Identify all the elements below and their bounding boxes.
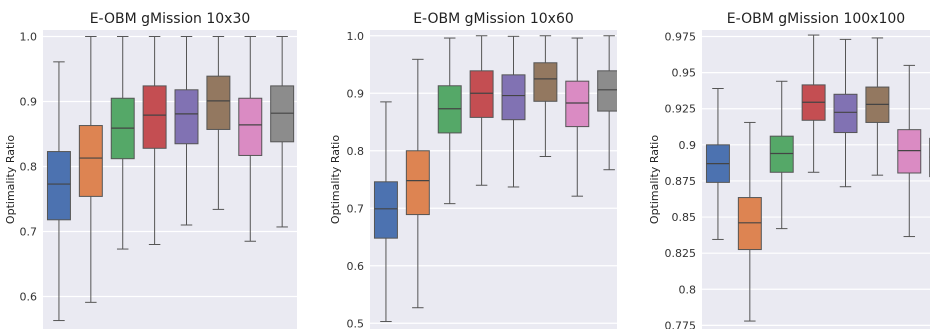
box-iqr <box>406 151 429 215</box>
y-tick-label: 0.6 <box>20 291 38 304</box>
y-tick-label: 0.8 <box>20 161 38 174</box>
box-iqr <box>834 94 857 132</box>
y-tick-label: 1.0 <box>347 30 365 43</box>
chart-panel-3: 0.775 0.8 0.825 0.85 0.875 0.9 0.925 0.95 0.975 E… <box>648 11 930 329</box>
box-iqr <box>143 86 166 148</box>
chart-panel-1: 0.6 0.7 0.8 0.9 1.0 E-OBM gMission 10x30 Optim… <box>4 11 326 329</box>
box-iqr <box>598 71 621 111</box>
box-iqr <box>47 152 70 220</box>
y-tick-label: 0.85 <box>672 211 697 224</box>
y-tick-label: 0.8 <box>347 145 365 158</box>
y-tick-label: 0.975 <box>665 31 697 44</box>
box-iqr <box>239 98 262 155</box>
chart-title: E-OBM gMission 10x60 <box>413 11 574 27</box>
y-tick-label: 0.775 <box>665 319 697 329</box>
y-tick-label: 0.9 <box>679 139 697 152</box>
y-axis-label: Optimality Ratio <box>648 135 661 224</box>
y-tick-label: 0.9 <box>20 96 38 109</box>
chart-panel-2: 0.5 0.6 0.7 0.8 0.9 1.0 E-OBM gMission 10x60 Op… <box>329 11 653 329</box>
y-tick-label: 0.5 <box>347 317 365 329</box>
y-tick-label: 0.7 <box>20 226 38 239</box>
y-tick-label: 0.8 <box>679 283 697 296</box>
plot-area <box>702 30 930 329</box>
box-iqr <box>770 136 793 172</box>
box-iqr <box>566 81 589 126</box>
box-iqr <box>470 71 493 118</box>
box-iqr <box>502 75 525 120</box>
chart-title: E-OBM gMission 10x30 <box>90 11 251 27</box>
box-iqr <box>374 182 397 238</box>
y-tick-label: 0.7 <box>347 202 365 215</box>
y-tick-label: 0.6 <box>347 260 365 273</box>
y-tick-label: 0.9 <box>347 87 365 100</box>
y-tick-label: 0.825 <box>665 247 697 260</box>
y-tick-label: 0.875 <box>665 175 697 188</box>
box-iqr <box>738 198 761 250</box>
box-iqr <box>79 126 102 197</box>
y-axis-label: Optimality Ratio <box>329 135 342 224</box>
box-iqr <box>630 70 653 111</box>
box-iqr <box>175 90 198 144</box>
chart-title: E-OBM gMission 100x100 <box>727 11 905 27</box>
box-9 <box>303 37 326 235</box>
box-iqr <box>207 76 230 129</box>
y-axis-label: Optimality Ratio <box>4 135 17 224</box>
y-tick-label: 0.95 <box>672 67 697 80</box>
box-iqr <box>898 130 921 173</box>
box-iqr <box>303 85 326 145</box>
box-iqr <box>271 86 294 142</box>
y-tick-label: 0.925 <box>665 103 697 116</box>
box-iqr <box>534 63 557 102</box>
y-tick-label: 1.0 <box>20 31 38 44</box>
